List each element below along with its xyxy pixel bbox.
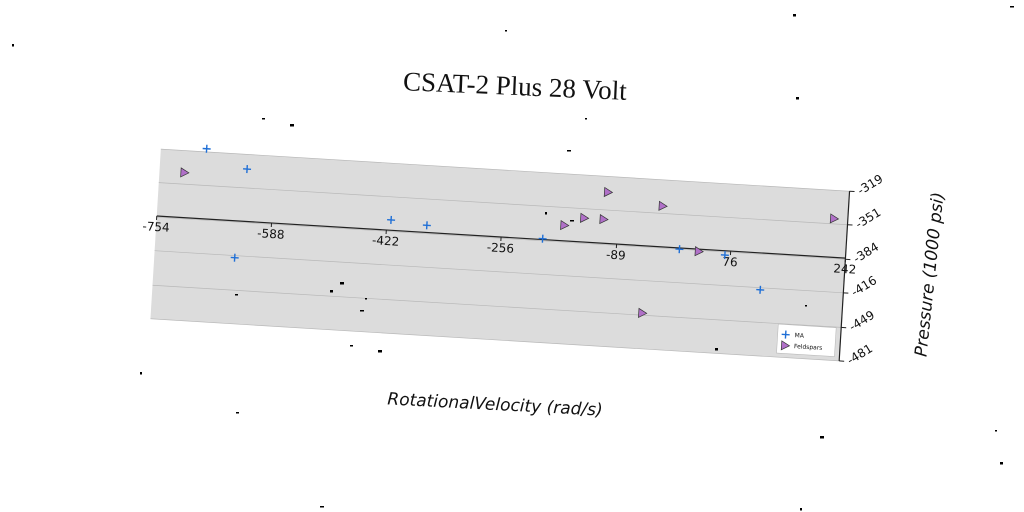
grid-line-3	[154, 250, 844, 294]
speck-10	[236, 412, 239, 414]
y-tick-label-3: -416	[849, 273, 880, 299]
speck-24	[365, 298, 367, 300]
y-tick-label-0: -319	[855, 172, 886, 198]
grid-line-1	[158, 182, 848, 226]
legend-label-1: Feldspars	[794, 343, 823, 352]
speck-16	[350, 345, 353, 347]
speck-14	[320, 506, 324, 508]
speck-2	[1010, 6, 1014, 8]
x-axis-label: RotationalVelocity (rad/s)	[387, 389, 603, 420]
plot-area: -754 -588 -422 -256 -89 76 242 -319 -351 -384 -41…	[142, 144, 886, 367]
x-tick-label-0: -754	[142, 219, 170, 235]
speck-17	[378, 350, 382, 353]
speck-26	[360, 310, 364, 312]
point-feldspars-8	[638, 307, 648, 318]
speck-3	[12, 44, 14, 47]
point-feldspars-4	[560, 219, 570, 231]
x-tick-label-1: -588	[257, 226, 285, 242]
x-axis-ticks: -754 -588 -422 -256 -89 76 242	[142, 215, 857, 277]
point-feldspars-7	[694, 246, 704, 257]
chart-title: CSAT-2 Plus 28 Volt	[402, 66, 627, 106]
point-feldspars-5	[580, 212, 590, 223]
scan-specks	[12, 6, 1014, 511]
legend-label-0: MA	[794, 332, 805, 340]
speck-6	[585, 118, 587, 120]
y-tick-label-2: -384	[851, 240, 882, 266]
y-axis-line	[838, 191, 851, 361]
point-ma-8	[230, 253, 239, 262]
point-ma-5	[675, 245, 684, 254]
speck-25	[330, 290, 333, 293]
speck-1	[793, 14, 796, 17]
y-tick-label-5: -481	[844, 341, 875, 367]
point-ma-7	[756, 285, 765, 294]
point-feldspars-6	[599, 213, 609, 225]
plot-background	[150, 149, 850, 361]
speck-11	[820, 436, 824, 439]
speck-7	[796, 97, 799, 100]
speck-18	[805, 305, 807, 307]
point-ma-2	[387, 215, 396, 224]
point-ma-1	[243, 165, 252, 174]
y-tick-label-4: -449	[847, 308, 878, 334]
point-ma-4	[538, 234, 547, 243]
speck-13	[1000, 462, 1003, 465]
legend-box	[776, 323, 837, 357]
legend-marker-0	[781, 330, 790, 339]
grid-line-0	[160, 148, 850, 192]
x-tick-label-6: 242	[833, 261, 857, 276]
speck-0	[505, 30, 507, 32]
speck-23	[340, 282, 344, 285]
legend-marker-1	[780, 340, 791, 351]
speck-5	[290, 124, 294, 127]
point-ma-0	[202, 144, 211, 153]
speck-19	[715, 348, 718, 351]
legend: MA Feldspars	[776, 323, 837, 357]
point-feldspars-3	[829, 213, 840, 224]
speck-22	[235, 294, 238, 296]
x-tick-label-4: -89	[606, 247, 626, 262]
speck-4	[262, 118, 265, 120]
speck-20	[570, 220, 574, 222]
point-feldspars-1	[603, 186, 614, 198]
speck-12	[995, 430, 997, 432]
y-axis-label: Pressure (1000 psi)	[911, 191, 948, 358]
speck-21	[545, 212, 547, 215]
x-tick-label-3: -256	[486, 240, 514, 256]
data-points	[180, 144, 840, 318]
point-feldspars-0	[180, 167, 190, 178]
point-feldspars-2	[658, 200, 668, 211]
point-ma-6	[720, 251, 729, 260]
speck-8	[567, 150, 571, 152]
x-tick-label-2: -422	[372, 233, 400, 249]
x-tick-label-5: 76	[722, 255, 738, 270]
point-ma-3	[422, 221, 431, 230]
grid-line-5	[150, 318, 840, 362]
grid-line-4	[152, 284, 842, 328]
speck-9	[140, 372, 142, 375]
speck-15	[800, 508, 802, 511]
y-tick-label-1: -351	[853, 205, 884, 231]
